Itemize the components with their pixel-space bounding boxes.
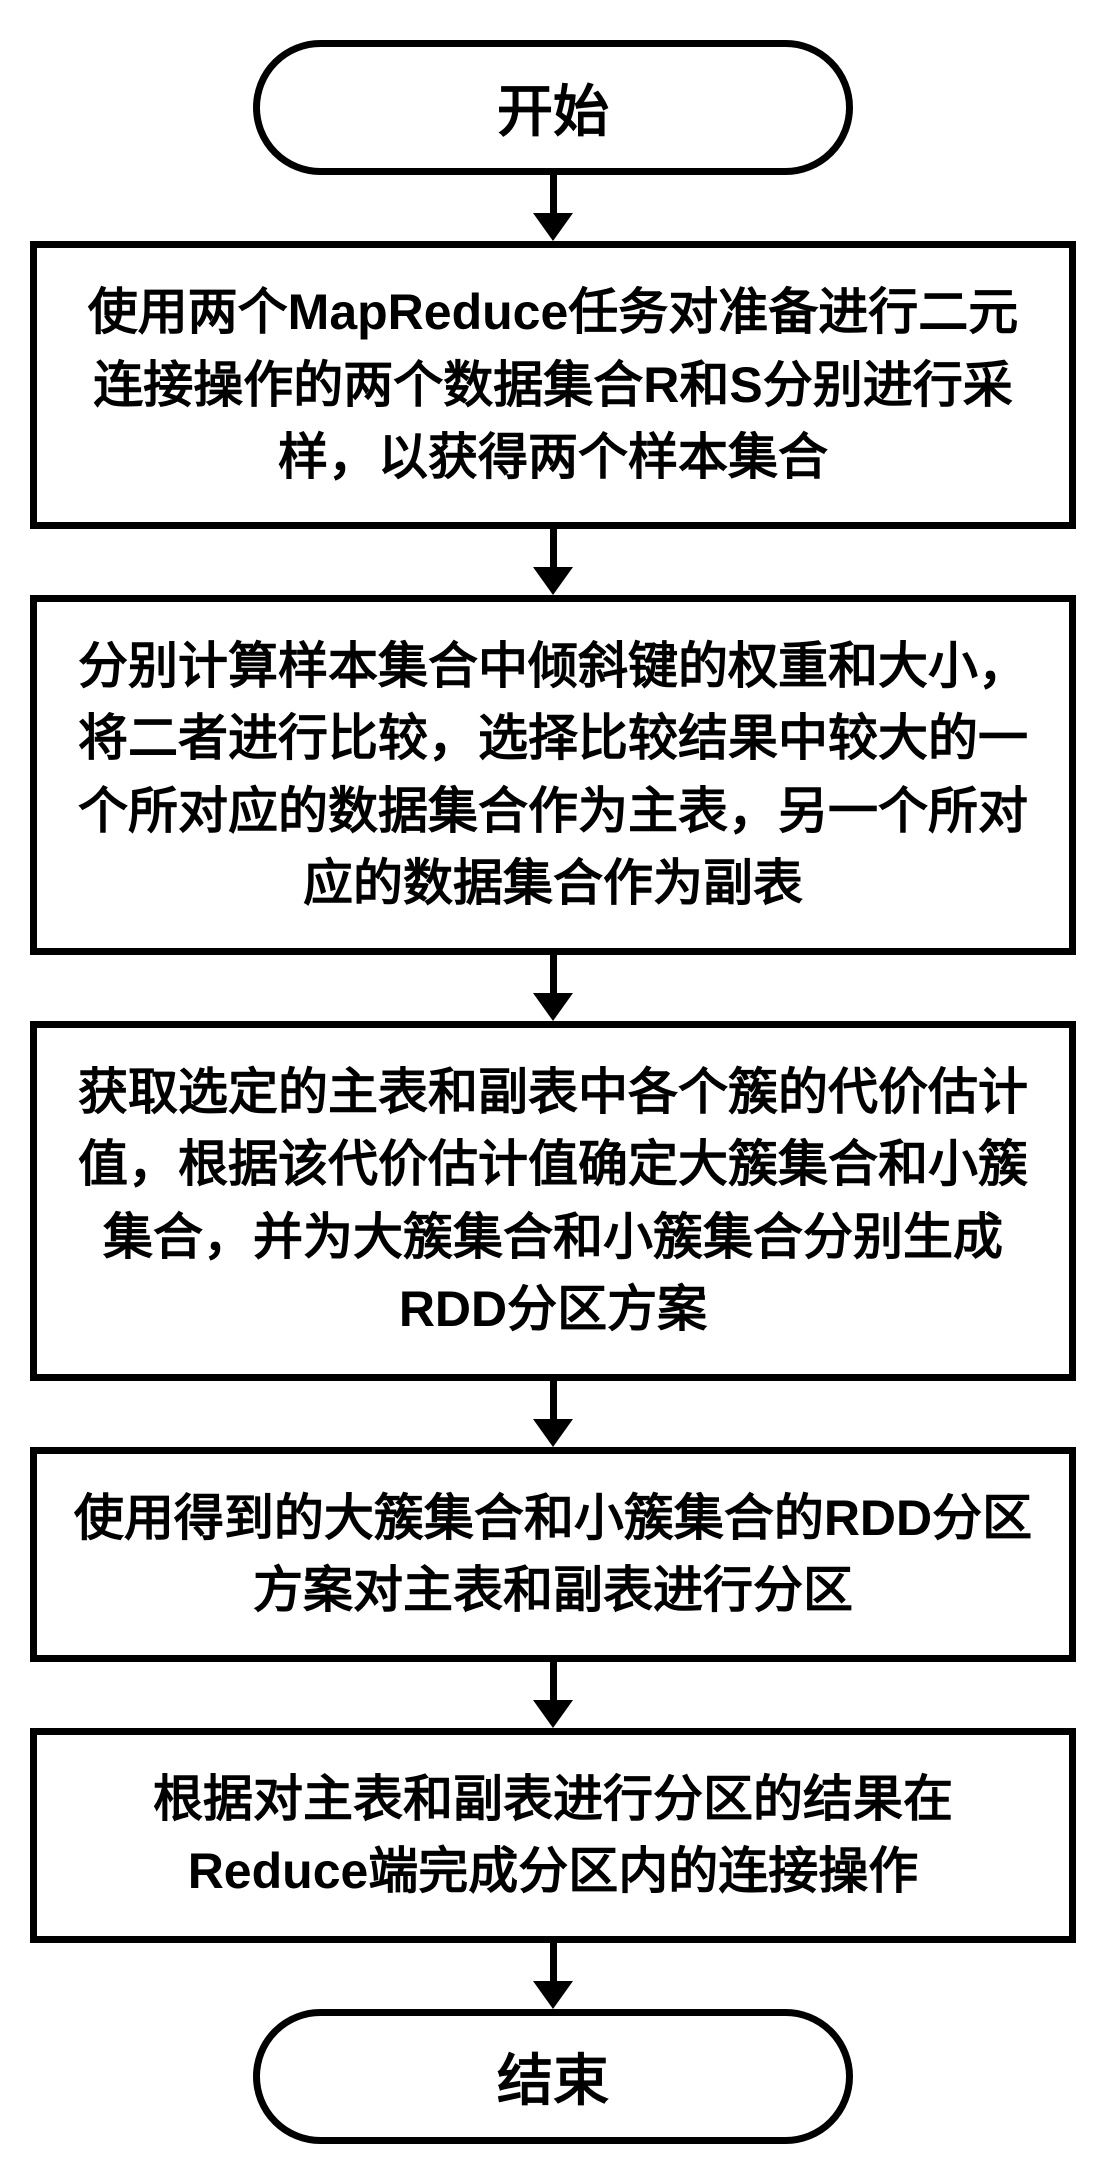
start-terminal: 开始 bbox=[253, 40, 853, 175]
arrow-icon bbox=[533, 955, 573, 1021]
arrow-icon bbox=[533, 1662, 573, 1728]
arrow-icon bbox=[533, 1381, 573, 1447]
arrow-icon bbox=[533, 529, 573, 595]
end-terminal: 结束 bbox=[253, 2009, 853, 2144]
process-step-5: 根据对主表和副表进行分区的结果在Reduce端完成分区内的连接操作 bbox=[30, 1728, 1076, 1943]
process-step-4: 使用得到的大簇集合和小簇集合的RDD分区方案对主表和副表进行分区 bbox=[30, 1447, 1076, 1662]
process-step-1: 使用两个MapReduce任务对准备进行二元连接操作的两个数据集合R和S分别进行… bbox=[30, 241, 1076, 529]
process-step-3: 获取选定的主表和副表中各个簇的代价估计值，根据该代价估计值确定大簇集合和小簇集合… bbox=[30, 1021, 1076, 1381]
process-step-2: 分别计算样本集合中倾斜键的权重和大小，将二者进行比较，选择比较结果中较大的一个所… bbox=[30, 595, 1076, 955]
arrow-icon bbox=[533, 175, 573, 241]
arrow-icon bbox=[533, 1943, 573, 2009]
flowchart-container: 开始 使用两个MapReduce任务对准备进行二元连接操作的两个数据集合R和S分… bbox=[30, 40, 1076, 2144]
